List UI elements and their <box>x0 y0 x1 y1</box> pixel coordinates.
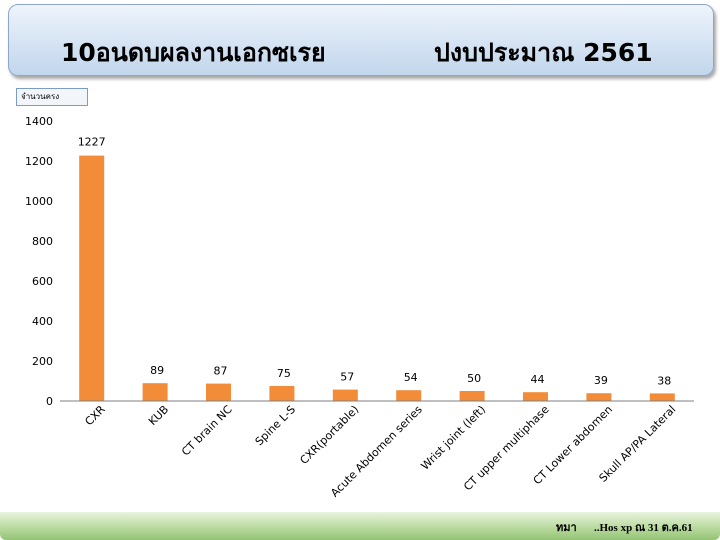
x-category-label: Spine L-S <box>253 403 298 448</box>
data-label: 87 <box>214 365 228 378</box>
bar <box>79 155 105 401</box>
data-label: 89 <box>150 364 164 377</box>
fiscal-year-title: ปงบประมาณ 2561 <box>434 38 653 67</box>
bar <box>269 386 295 401</box>
bar <box>396 390 422 401</box>
page-title: 10อนดบผลงานเอกซเรย <box>61 38 326 67</box>
x-category-label: Wrist joint (left) <box>419 403 489 473</box>
footer-band <box>0 512 720 540</box>
bar <box>206 383 231 401</box>
y-tick-label: 1200 <box>25 155 53 168</box>
bar <box>649 393 675 401</box>
data-label: 39 <box>594 374 608 387</box>
y-tick-label: 0 <box>46 395 53 408</box>
data-label: 1227 <box>78 136 106 149</box>
x-category-label: KUB <box>146 403 171 428</box>
data-label: 54 <box>404 371 418 384</box>
y-tick-label: 1000 <box>25 195 53 208</box>
title-banner: 10อนดบผลงานเอกซเรย ปงบประมาณ 2561 <box>8 4 714 76</box>
bar <box>142 383 168 401</box>
y-tick-label: 600 <box>32 275 53 288</box>
data-label: 75 <box>277 367 291 380</box>
y-tick-label: 200 <box>32 355 53 368</box>
y-tick-label: 800 <box>32 235 53 248</box>
y-tick-label: 1400 <box>25 115 53 128</box>
x-category-label: CXR(portable) <box>297 403 361 467</box>
data-label: 57 <box>340 371 354 384</box>
data-label: 44 <box>531 373 545 386</box>
bar <box>586 393 612 401</box>
bar-chart: 0 200 400 600 800 1000 1200 1400 1227 CXR 89 KUB 87… <box>25 115 694 500</box>
source-text: ..Hos xp ณ 31 ต.ค.61 <box>594 522 693 534</box>
data-label: 38 <box>657 374 671 387</box>
y-axis-unit-label: จำนวนครง <box>16 88 88 106</box>
source-label: ทมา <box>556 522 577 534</box>
y-tick-label: 400 <box>32 315 53 328</box>
bar <box>332 389 358 401</box>
bar <box>523 392 548 401</box>
x-category-label: CXR <box>82 403 108 429</box>
data-label: 50 <box>467 372 481 385</box>
x-category-label: CT brain NC <box>179 403 235 459</box>
bar <box>459 391 485 401</box>
